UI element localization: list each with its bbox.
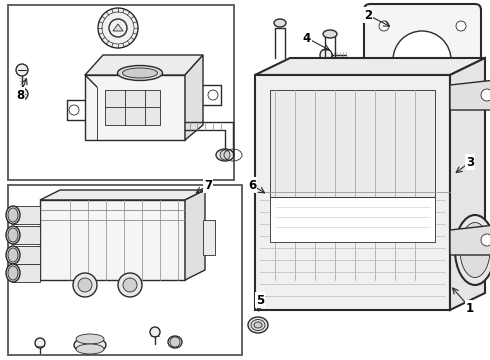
Bar (8, 5, 234, 180)
Ellipse shape (6, 226, 20, 244)
Bar (8, 185, 242, 355)
Bar (203, 220, 215, 255)
Ellipse shape (323, 30, 337, 38)
Ellipse shape (8, 228, 18, 242)
Circle shape (460, 173, 464, 177)
Circle shape (379, 89, 389, 99)
Polygon shape (40, 190, 205, 200)
Polygon shape (185, 190, 205, 280)
Polygon shape (12, 226, 40, 244)
Bar (270, 90, 435, 197)
Circle shape (118, 273, 142, 297)
Ellipse shape (6, 246, 20, 264)
Text: 4: 4 (303, 32, 311, 45)
Polygon shape (255, 75, 450, 310)
Polygon shape (450, 80, 490, 110)
Ellipse shape (168, 336, 182, 348)
Ellipse shape (254, 322, 262, 328)
Text: 6: 6 (248, 179, 256, 192)
Bar (270, 197, 435, 242)
Polygon shape (12, 206, 40, 224)
Text: 1: 1 (466, 302, 474, 315)
Polygon shape (450, 58, 485, 310)
Circle shape (73, 273, 97, 297)
Polygon shape (185, 55, 203, 140)
Ellipse shape (6, 206, 20, 224)
Circle shape (208, 90, 218, 100)
Ellipse shape (455, 215, 490, 285)
Polygon shape (12, 264, 40, 282)
Circle shape (98, 8, 138, 48)
Circle shape (456, 89, 466, 99)
Circle shape (379, 21, 389, 31)
Ellipse shape (248, 317, 268, 333)
Ellipse shape (76, 334, 104, 344)
Ellipse shape (76, 344, 104, 354)
FancyBboxPatch shape (364, 4, 481, 116)
Circle shape (16, 88, 28, 100)
Bar (105, 90, 160, 125)
Polygon shape (85, 75, 185, 140)
Circle shape (456, 21, 466, 31)
Polygon shape (113, 24, 123, 31)
Text: 2: 2 (364, 9, 372, 22)
Circle shape (457, 170, 467, 180)
Polygon shape (450, 225, 490, 255)
Ellipse shape (8, 248, 18, 262)
Circle shape (78, 278, 92, 292)
Ellipse shape (8, 208, 18, 222)
Ellipse shape (118, 66, 163, 81)
Ellipse shape (393, 31, 451, 89)
Circle shape (481, 89, 490, 101)
Polygon shape (40, 200, 185, 280)
Circle shape (320, 49, 332, 61)
Ellipse shape (251, 320, 265, 330)
Ellipse shape (122, 68, 157, 78)
Circle shape (170, 337, 180, 347)
Polygon shape (255, 58, 485, 75)
Circle shape (123, 278, 137, 292)
Ellipse shape (216, 149, 234, 161)
Circle shape (16, 64, 28, 76)
Text: 5: 5 (256, 293, 264, 306)
Circle shape (453, 166, 471, 184)
Ellipse shape (8, 266, 18, 280)
Text: 7: 7 (204, 179, 212, 192)
Circle shape (150, 327, 160, 337)
Text: 3: 3 (466, 156, 474, 168)
Polygon shape (85, 55, 203, 75)
Circle shape (35, 338, 45, 348)
Ellipse shape (6, 264, 20, 282)
Ellipse shape (274, 19, 286, 27)
Circle shape (69, 105, 79, 115)
Polygon shape (12, 246, 40, 264)
Ellipse shape (460, 222, 490, 278)
Ellipse shape (74, 337, 106, 353)
Circle shape (220, 150, 230, 160)
Text: 8: 8 (16, 89, 24, 102)
Circle shape (481, 234, 490, 246)
